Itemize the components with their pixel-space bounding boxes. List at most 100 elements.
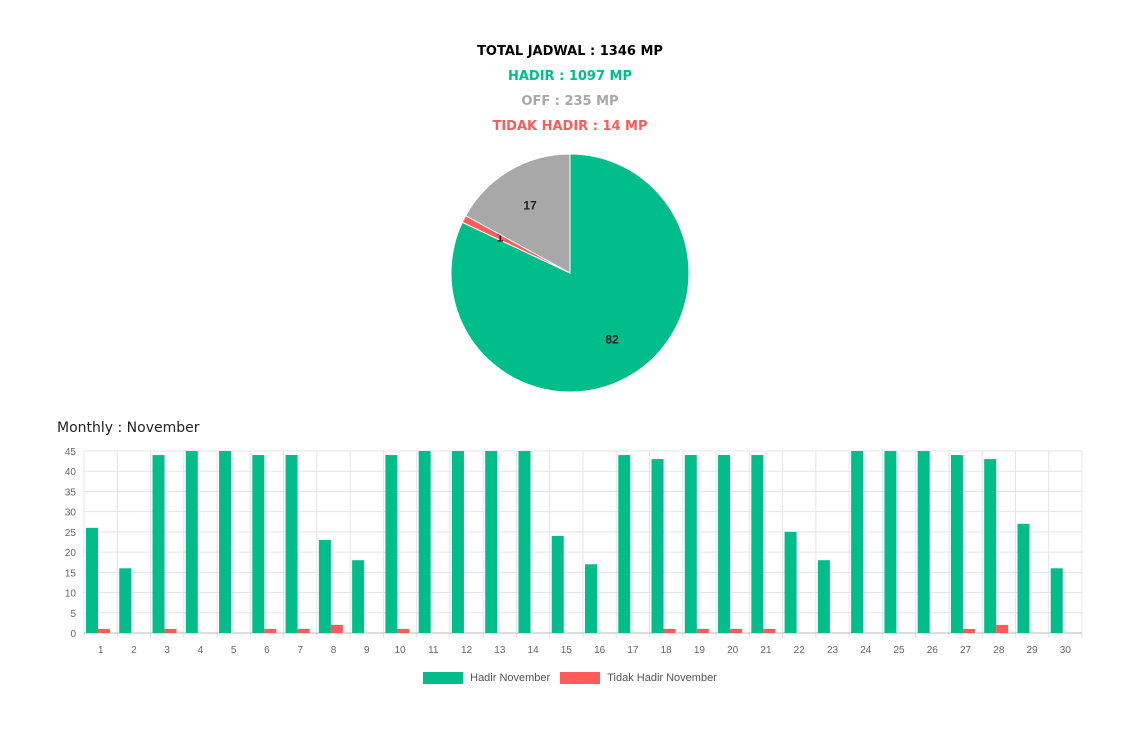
x-tick-label: 5: [231, 645, 237, 656]
bar-tidak-hadir[interactable]: [98, 628, 110, 633]
bar-tidak-hadir[interactable]: [962, 628, 975, 633]
bar-hadir[interactable]: [119, 568, 132, 633]
bar-hadir[interactable]: [585, 564, 597, 633]
bar-hadir[interactable]: [418, 451, 431, 633]
x-tick-label: 14: [528, 645, 540, 656]
bar-hadir[interactable]: [751, 455, 764, 633]
bar-hadir[interactable]: [651, 459, 664, 633]
bar-tidak-hadir[interactable]: [996, 624, 1009, 633]
y-tick-label: 45: [65, 447, 77, 458]
y-tick-label: 30: [65, 508, 77, 519]
x-tick-label: 26: [927, 645, 939, 656]
bar-hadir[interactable]: [884, 451, 897, 633]
attendance-pie-chart: 82 1 17: [450, 153, 690, 393]
x-tick-label: 17: [627, 645, 639, 656]
legend-item-tidak-hadir[interactable]: Tidak Hadir November: [560, 672, 717, 684]
x-tick-label: 27: [960, 645, 972, 656]
bar-hadir[interactable]: [385, 455, 398, 633]
bar-hadir[interactable]: [950, 455, 963, 633]
bar-tidak-hadir[interactable]: [164, 628, 177, 633]
bar-tidak-hadir[interactable]: [397, 628, 410, 633]
bar-hadir[interactable]: [485, 451, 498, 633]
bar-hadir[interactable]: [684, 455, 697, 633]
chart-legend: Hadir November Tidak Hadir November: [0, 672, 1140, 684]
x-tick-label: 16: [594, 645, 606, 656]
bar-hadir[interactable]: [252, 455, 265, 633]
x-tick-label: 12: [461, 645, 473, 656]
x-tick-label: 30: [1060, 645, 1072, 656]
x-tick-label: 13: [494, 645, 506, 656]
bar-tidak-hadir[interactable]: [663, 628, 676, 633]
x-tick-label: 28: [993, 645, 1005, 656]
x-tick-label: 20: [727, 645, 739, 656]
x-tick-label: 6: [264, 645, 270, 656]
x-tick-label: 15: [561, 645, 573, 656]
x-tick-label: 8: [331, 645, 337, 656]
x-tick-label: 3: [164, 645, 170, 656]
present-label: HADIR : 1097 MP: [507, 69, 632, 84]
bar-hadir[interactable]: [917, 451, 930, 633]
bar-hadir[interactable]: [817, 560, 830, 633]
x-tick-label: 4: [198, 645, 204, 656]
x-tick-label: 7: [297, 645, 303, 656]
total-schedule-label: TOTAL JADWAL : 1346 MP: [477, 44, 663, 59]
bar-tidak-hadir[interactable]: [264, 628, 277, 633]
x-tick-label: 29: [1027, 645, 1039, 656]
bar-hadir[interactable]: [784, 531, 797, 633]
y-tick-label: 0: [70, 629, 76, 640]
legend-item-hadir[interactable]: Hadir November: [423, 672, 550, 684]
x-tick-label: 21: [760, 645, 772, 656]
bar-hadir[interactable]: [1017, 523, 1030, 633]
bar-hadir[interactable]: [318, 539, 331, 633]
y-tick-label: 40: [65, 467, 77, 478]
y-tick-label: 35: [65, 487, 77, 498]
bar-hadir[interactable]: [851, 451, 864, 633]
bar-tidak-hadir[interactable]: [297, 628, 310, 633]
x-tick-label: 10: [394, 645, 406, 656]
legend-label-hadir: Hadir November: [470, 672, 551, 684]
bar-hadir[interactable]: [718, 455, 731, 633]
bar-tidak-hadir[interactable]: [763, 628, 776, 633]
legend-swatch-tidak-hadir: [560, 672, 601, 684]
bar-hadir[interactable]: [86, 527, 98, 633]
x-tick-label: 2: [131, 645, 137, 656]
bar-tidak-hadir[interactable]: [730, 628, 743, 633]
y-tick-label: 25: [65, 528, 77, 539]
x-tick-label: 23: [827, 645, 839, 656]
bar-hadir[interactable]: [618, 455, 631, 633]
y-tick-label: 15: [65, 568, 77, 579]
monthly-title: Monthly : November: [57, 420, 200, 436]
bar-tidak-hadir[interactable]: [696, 628, 709, 633]
x-tick-label: 22: [794, 645, 806, 656]
y-tick-label: 10: [65, 589, 77, 600]
bar-hadir[interactable]: [1050, 568, 1063, 633]
y-tick-label: 20: [65, 548, 77, 559]
pie-slice[interactable]: [450, 153, 690, 393]
bar-tidak-hadir[interactable]: [330, 624, 343, 633]
bar-hadir[interactable]: [152, 455, 165, 633]
pie-slice-label: 17: [523, 198, 537, 212]
x-tick-label: 24: [860, 645, 872, 656]
bar-hadir[interactable]: [984, 459, 997, 633]
bar-hadir[interactable]: [518, 451, 531, 633]
absent-label: TIDAK HADIR : 14 MP: [492, 119, 648, 134]
bar-hadir[interactable]: [451, 451, 464, 633]
bar-hadir[interactable]: [551, 535, 564, 633]
bar-hadir[interactable]: [285, 455, 298, 633]
pie-slice-label: 1: [497, 230, 504, 244]
bar-hadir[interactable]: [185, 451, 198, 633]
x-tick-label: 9: [364, 645, 370, 656]
bar-hadir[interactable]: [352, 560, 365, 633]
bar-hadir[interactable]: [219, 451, 232, 633]
x-tick-label: 18: [661, 645, 673, 656]
pie-slice[interactable]: [465, 153, 571, 274]
x-tick-label: 25: [893, 645, 905, 656]
x-tick-label: 11: [428, 645, 439, 656]
legend-swatch-hadir: [423, 672, 464, 684]
x-tick-label: 19: [694, 645, 706, 656]
legend-label-tidak-hadir: Tidak Hadir November: [607, 672, 717, 684]
x-tick-label: 1: [98, 645, 104, 656]
off-label: OFF : 235 MP: [521, 94, 619, 109]
y-tick-label: 5: [70, 609, 76, 620]
